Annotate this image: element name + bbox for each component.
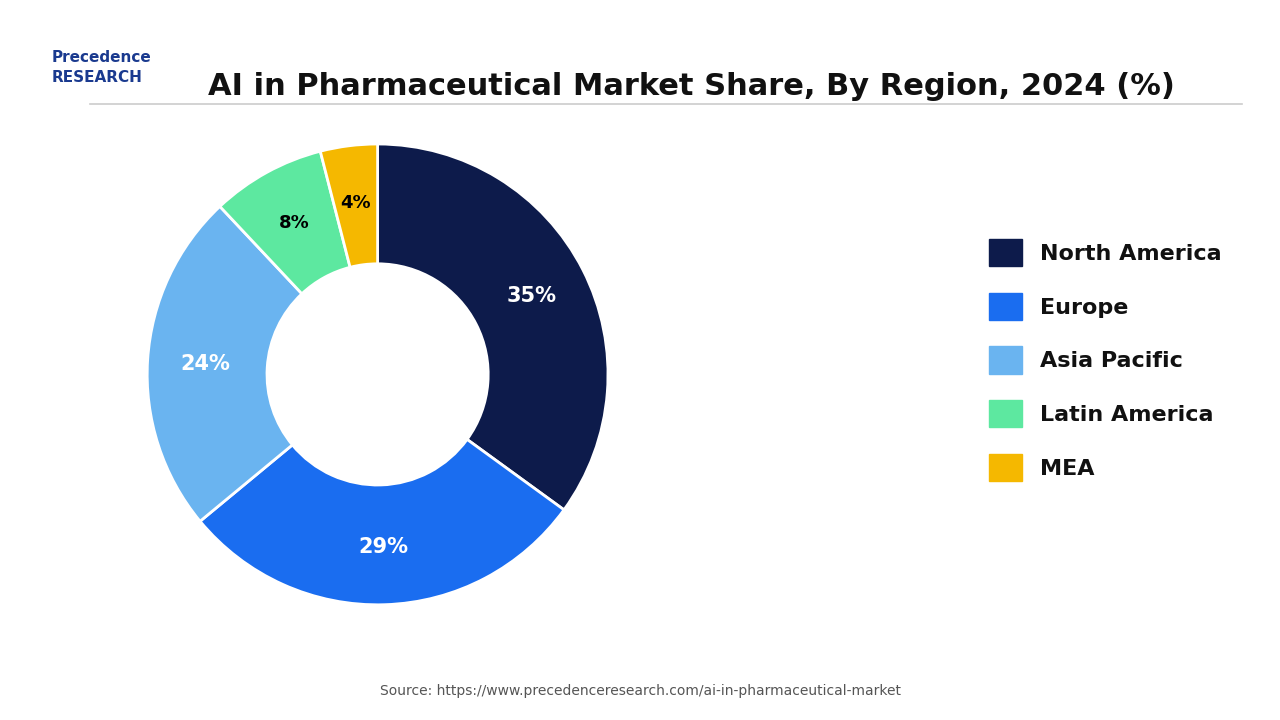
Wedge shape bbox=[320, 144, 378, 267]
Text: 4%: 4% bbox=[340, 194, 371, 212]
Wedge shape bbox=[200, 439, 564, 605]
Text: 29%: 29% bbox=[358, 537, 408, 557]
Wedge shape bbox=[378, 144, 608, 510]
Text: Precedence
RESEARCH: Precedence RESEARCH bbox=[51, 50, 151, 85]
Wedge shape bbox=[220, 151, 351, 294]
Wedge shape bbox=[147, 207, 302, 521]
Text: Source: https://www.precedenceresearch.com/ai-in-pharmaceutical-market: Source: https://www.precedenceresearch.c… bbox=[379, 685, 901, 698]
Text: AI in Pharmaceutical Market Share, By Region, 2024 (%): AI in Pharmaceutical Market Share, By Re… bbox=[207, 72, 1175, 101]
Text: 24%: 24% bbox=[180, 354, 230, 374]
Text: 35%: 35% bbox=[507, 286, 557, 306]
Text: 8%: 8% bbox=[279, 214, 310, 232]
Legend: North America, Europe, Asia Pacific, Latin America, MEA: North America, Europe, Asia Pacific, Lat… bbox=[980, 230, 1230, 490]
